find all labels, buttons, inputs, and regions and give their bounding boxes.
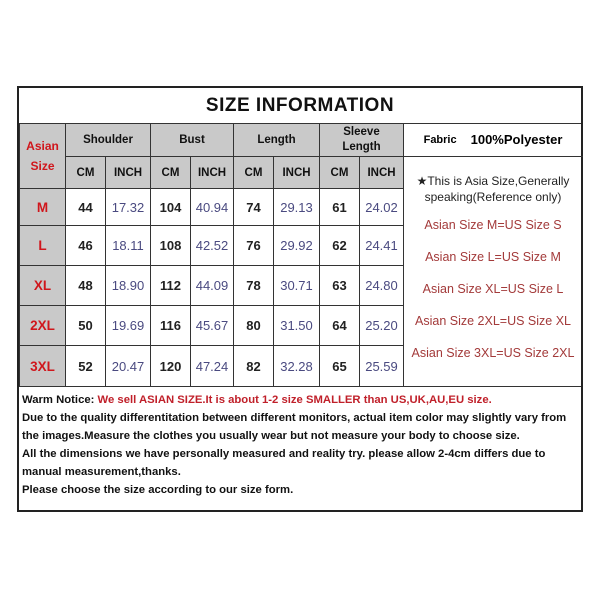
inch-value: 19.69: [105, 305, 151, 346]
bust-header: Bust: [150, 123, 234, 157]
table-row: L 46 18.11 108 42.52 76 29.92 62 24.41: [19, 225, 404, 266]
inch-value: 24.02: [359, 188, 404, 226]
cm-value: 120: [150, 345, 191, 387]
inch-value: 20.47: [105, 345, 151, 387]
inch-value: 45.67: [190, 305, 234, 346]
fabric-label: Fabric: [423, 133, 457, 146]
size-label: L: [19, 225, 66, 266]
inch-value: 17.32: [105, 188, 151, 226]
asian-size-header: Asian Size: [19, 123, 66, 189]
notice-highlight: We sell ASIAN SIZE.It is about 1-2 size …: [94, 394, 492, 406]
size-table: Asian Size Shoulder Bust Length Sleeve L…: [19, 123, 404, 387]
cm-value: 104: [150, 188, 191, 226]
inch-value: 18.90: [105, 265, 151, 306]
notice-line: Due to the quality differentitation betw…: [22, 412, 567, 442]
inch-value: 24.41: [359, 225, 404, 266]
unit-header-inch: INCH: [190, 156, 234, 189]
inch-value: 44.09: [190, 265, 234, 306]
size-conversion: Asian Size XL=US Size L: [422, 282, 564, 296]
unit-header-cm: CM: [65, 156, 106, 189]
cm-value: 44: [65, 188, 106, 226]
cm-value: 62: [319, 225, 360, 266]
sleeve-length-header: Sleeve Length: [319, 123, 404, 157]
inch-value: 40.94: [190, 188, 234, 226]
inch-value: 32.28: [273, 345, 320, 387]
unit-header-cm: CM: [150, 156, 191, 189]
table-row: XL 48 18.90 112 44.09 78 30.71 63 24.80: [19, 265, 404, 306]
size-conversion: Asian Size 3XL=US Size 2XL: [411, 346, 575, 360]
cm-value: 76: [233, 225, 274, 266]
unit-header-inch: INCH: [105, 156, 151, 189]
cm-value: 108: [150, 225, 191, 266]
shoulder-header: Shoulder: [65, 123, 151, 157]
size-label: M: [19, 188, 66, 226]
chart-title: SIZE INFORMATION: [19, 88, 581, 124]
inch-value: 47.24: [190, 345, 234, 387]
unit-header-inch: INCH: [359, 156, 404, 189]
size-notes-panel: Fabric 100%Polyester ★This is Asia Size,…: [403, 123, 583, 386]
cm-value: 112: [150, 265, 191, 306]
inch-value: 24.80: [359, 265, 404, 306]
cm-value: 78: [233, 265, 274, 306]
cm-value: 74: [233, 188, 274, 226]
cm-value: 52: [65, 345, 106, 387]
inch-value: 42.52: [190, 225, 234, 266]
size-chart: SIZE INFORMATION Asian Size Shoulder Bus…: [17, 86, 583, 512]
inch-value: 30.71: [273, 265, 320, 306]
size-label: 2XL: [19, 305, 66, 346]
inch-value: 25.59: [359, 345, 404, 387]
cm-value: 82: [233, 345, 274, 387]
cm-value: 63: [319, 265, 360, 306]
cm-value: 65: [319, 345, 360, 387]
inch-value: 29.92: [273, 225, 320, 266]
cm-value: 64: [319, 305, 360, 346]
cm-value: 80: [233, 305, 274, 346]
size-label: XL: [19, 265, 66, 306]
cm-value: 50: [65, 305, 106, 346]
size-conversion: Asian Size L=US Size M: [425, 250, 561, 264]
unit-header-inch: INCH: [273, 156, 320, 189]
cm-value: 61: [319, 188, 360, 226]
size-conversion: Asian Size M=US Size S: [424, 218, 562, 232]
notice-line: All the dimensions we have personally me…: [22, 448, 546, 478]
cm-value: 116: [150, 305, 191, 346]
table-row: 2XL 50 19.69 116 45.67 80 31.50 64 25.20: [19, 305, 404, 346]
table-row: 3XL 52 20.47 120 47.24 82 32.28 65 25.59: [19, 345, 404, 387]
inch-value: 31.50: [273, 305, 320, 346]
size-conversion: Asian Size 2XL=US Size XL: [415, 314, 571, 328]
inch-value: 18.11: [105, 225, 151, 266]
unit-header-cm: CM: [233, 156, 274, 189]
fabric-info: Fabric 100%Polyester: [403, 123, 583, 157]
notice-line: Please choose the size according to our …: [22, 484, 294, 496]
size-label: 3XL: [19, 345, 66, 387]
length-header: Length: [233, 123, 320, 157]
inch-value: 25.20: [359, 305, 404, 346]
unit-header-cm: CM: [319, 156, 360, 189]
cm-value: 48: [65, 265, 106, 306]
warm-notice: Warm Notice: We sell ASIAN SIZE.It is ab…: [19, 386, 581, 512]
fabric-value: 100%Polyester: [470, 132, 563, 147]
inch-value: 29.13: [273, 188, 320, 226]
table-row: M 44 17.32 104 40.94 74 29.13 61 24.02: [19, 188, 404, 226]
cm-value: 46: [65, 225, 106, 266]
asia-size-note: ★This is Asia Size,Generally speaking(Re…: [416, 174, 570, 204]
notice-label: Warm Notice:: [22, 394, 95, 406]
